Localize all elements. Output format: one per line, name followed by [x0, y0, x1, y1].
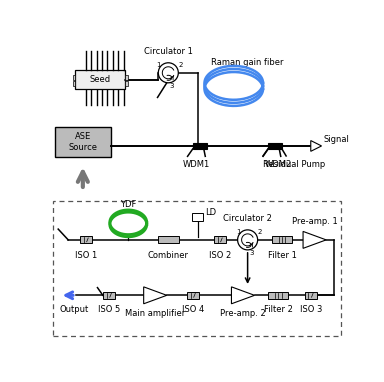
Text: ISO 2: ISO 2: [209, 251, 231, 260]
Circle shape: [238, 230, 258, 250]
Text: LD: LD: [205, 209, 217, 217]
Text: Pre-amp. 2: Pre-amp. 2: [220, 309, 266, 318]
Text: WDM2: WDM2: [265, 160, 292, 169]
Bar: [55, 128, 111, 157]
Text: ISO 3: ISO 3: [300, 305, 322, 314]
Text: WDM1: WDM1: [183, 160, 210, 169]
Text: 1: 1: [236, 229, 240, 235]
Text: 2: 2: [178, 62, 183, 68]
Bar: [268, 143, 282, 149]
Bar: [125, 81, 127, 86]
Text: 1: 1: [156, 62, 161, 68]
Text: Seed: Seed: [89, 75, 111, 84]
Bar: [103, 292, 115, 299]
Text: Signal: Signal: [323, 135, 349, 144]
Text: ASE
Source: ASE Source: [68, 133, 97, 152]
Bar: [157, 236, 179, 243]
Text: YDF: YDF: [120, 200, 136, 209]
Text: ISO 1: ISO 1: [75, 251, 97, 260]
Polygon shape: [144, 287, 167, 304]
Bar: [73, 75, 75, 80]
Text: Main amplifier: Main amplifier: [125, 309, 185, 318]
Bar: [80, 236, 92, 243]
Bar: [193, 143, 207, 149]
Text: 3: 3: [170, 83, 174, 89]
Text: Circulator 1: Circulator 1: [144, 47, 193, 56]
Bar: [187, 292, 199, 299]
Bar: [53, 201, 341, 336]
Text: Filter 1: Filter 1: [268, 251, 297, 260]
Text: ISO 4: ISO 4: [182, 305, 204, 314]
Circle shape: [158, 63, 178, 83]
Text: Raman gain fiber: Raman gain fiber: [211, 58, 284, 67]
Text: 2: 2: [258, 229, 262, 235]
Text: Filter 2: Filter 2: [264, 305, 293, 314]
Bar: [305, 292, 317, 299]
Bar: [192, 213, 203, 221]
Polygon shape: [232, 287, 255, 304]
Bar: [214, 236, 226, 243]
Bar: [75, 71, 125, 89]
Text: ISO 5: ISO 5: [98, 305, 120, 314]
Text: Residual Pump: Residual Pump: [263, 160, 325, 169]
Bar: [125, 75, 127, 80]
Text: Output: Output: [60, 305, 89, 314]
Polygon shape: [303, 231, 326, 248]
Text: Combiner: Combiner: [148, 251, 189, 260]
Polygon shape: [311, 141, 321, 151]
Text: Pre-amp. 1: Pre-amp. 1: [292, 217, 338, 226]
Text: 3: 3: [249, 250, 254, 256]
Bar: [73, 81, 75, 86]
Bar: [268, 292, 288, 299]
Bar: [272, 236, 292, 243]
Text: Circulator 2: Circulator 2: [223, 214, 272, 223]
